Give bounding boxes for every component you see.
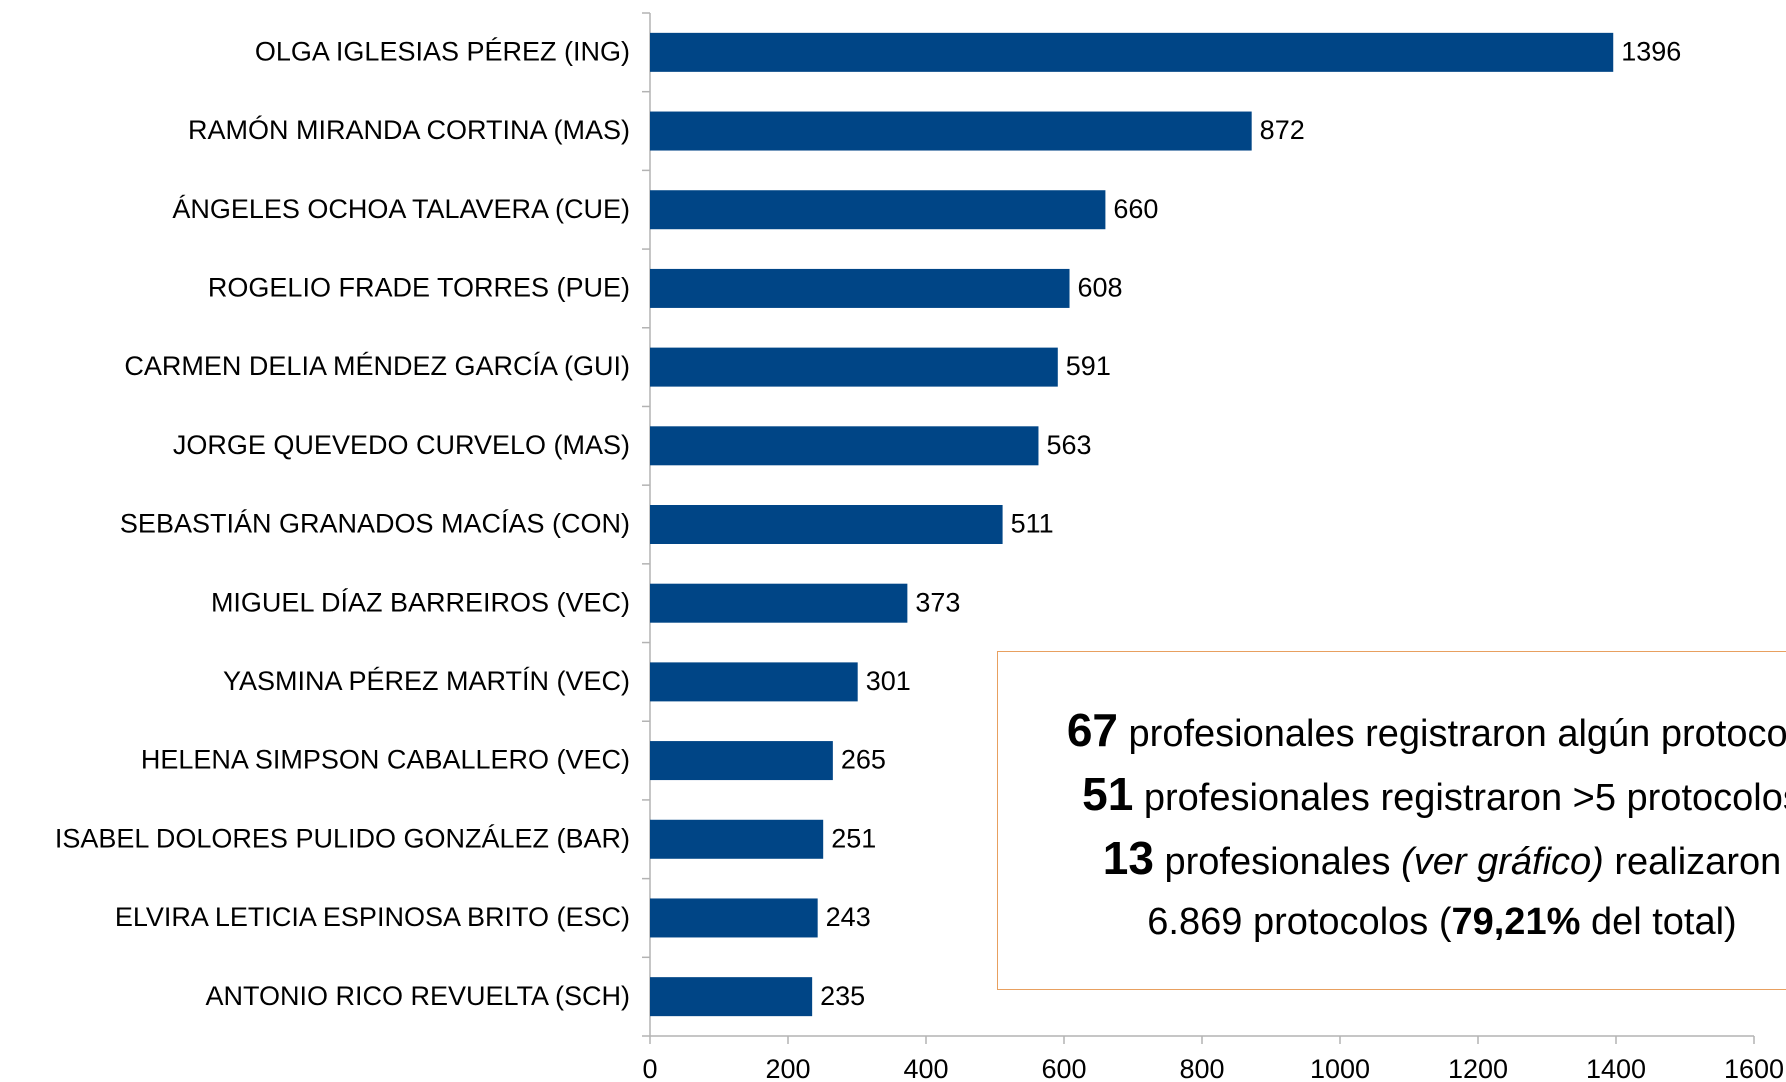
annotation-line: 67 profesionales registraron algún proto…	[998, 700, 1786, 764]
data-label: 251	[831, 823, 876, 853]
y-tick-label: ÁNGELES OCHOA TALAVERA (CUE)	[172, 194, 630, 224]
y-tick-label: SEBASTIÁN GRANADOS MACÍAS (CON)	[120, 509, 630, 539]
data-label: 563	[1046, 430, 1091, 460]
bar	[650, 268, 1070, 308]
y-tick-label: JORGE QUEVEDO CURVELO (MAS)	[173, 430, 630, 460]
x-tick-label: 600	[1041, 1054, 1086, 1082]
x-tick-label: 1200	[1448, 1054, 1508, 1082]
data-label: 608	[1078, 273, 1123, 303]
data-label: 235	[820, 981, 865, 1011]
bar	[650, 741, 833, 781]
annotation-text: profesionales	[1164, 841, 1391, 883]
annotation-line: 51 profesionales registraron >5 protocol…	[998, 764, 1786, 828]
bar	[650, 32, 1614, 72]
data-label: 511	[1011, 509, 1054, 539]
x-tick-label: 0	[642, 1054, 657, 1082]
x-tick-label: 1400	[1586, 1054, 1646, 1082]
bar	[650, 190, 1106, 230]
data-label: 301	[866, 666, 911, 696]
annotation-text: realizaron	[1614, 841, 1782, 883]
y-tick-label: CARMEN DELIA MÉNDEZ GARCÍA (GUI)	[124, 351, 630, 381]
annotation-text: profesionales registraron >5 protocolos	[1143, 777, 1786, 819]
y-tick-label: MIGUEL DÍAZ BARREIROS (VEC)	[211, 587, 630, 617]
x-tick-label: 200	[765, 1054, 810, 1082]
data-label: 373	[915, 587, 960, 617]
annotation-number: 13	[1102, 832, 1154, 884]
data-label: 872	[1260, 115, 1305, 145]
annotation-number: 51	[1082, 768, 1134, 820]
bar	[650, 898, 818, 938]
bar	[650, 347, 1058, 387]
y-tick-label: RAMÓN MIRANDA CORTINA (MAS)	[188, 114, 630, 145]
bar	[650, 111, 1252, 151]
x-tick-label: 1600	[1724, 1054, 1784, 1082]
bar	[650, 662, 858, 702]
annotation-line: 13 profesionales (ver gráfico) realizaro…	[998, 828, 1786, 892]
annotation-box: 67 profesionales registraron algún proto…	[997, 651, 1786, 990]
data-label: 265	[841, 745, 886, 775]
annotation-line: 6.869 protocolos (79,21% del total)	[998, 892, 1786, 952]
annotation-text: 79,21%	[1451, 901, 1581, 943]
y-tick-label: ISABEL DOLORES PULIDO GONZÁLEZ (BAR)	[55, 823, 630, 853]
data-label: 1396	[1621, 36, 1681, 66]
y-tick-label: ELVIRA LETICIA ESPINOSA BRITO (ESC)	[115, 902, 630, 932]
annotation-text: 6.869 protocolos (	[1147, 901, 1452, 943]
bar	[650, 977, 813, 1017]
y-tick-label: ROGELIO FRADE TORRES (PUE)	[208, 273, 630, 303]
annotation-text: profesionales registraron algún protocol…	[1128, 713, 1786, 755]
data-label: 243	[826, 902, 871, 932]
annotation-text: del total)	[1590, 901, 1737, 943]
y-tick-label: YASMINA PÉREZ MARTÍN (VEC)	[223, 666, 630, 696]
annotation-text: (ver gráfico)	[1401, 841, 1604, 883]
bar	[650, 505, 1003, 544]
x-tick-label: 1000	[1310, 1054, 1370, 1082]
x-tick-label: 400	[903, 1054, 948, 1082]
data-label: 660	[1113, 194, 1158, 224]
bar	[650, 583, 908, 623]
data-label: 591	[1066, 351, 1111, 381]
annotation-number: 67	[1066, 704, 1118, 756]
y-tick-label: ANTONIO RICO REVUELTA (SCH)	[205, 981, 630, 1011]
bar	[650, 819, 824, 859]
x-tick-label: 800	[1179, 1054, 1224, 1082]
y-tick-label: OLGA IGLESIAS PÉREZ (ING)	[255, 36, 630, 66]
bar	[650, 426, 1039, 466]
y-tick-label: HELENA SIMPSON CABALLERO (VEC)	[141, 745, 630, 775]
